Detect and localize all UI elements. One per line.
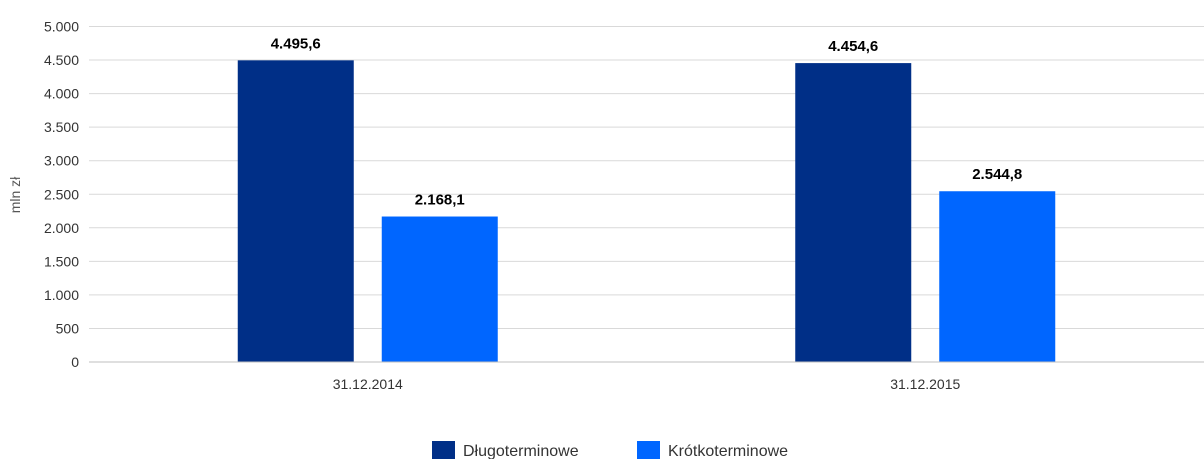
data-label: 2.168,1 — [415, 192, 465, 209]
y-tick-label: 1.500 — [44, 253, 79, 269]
legend: Długoterminowe Krótkoterminowe — [432, 441, 788, 459]
x-category-label: 31.12.2015 — [890, 376, 960, 392]
y-tick-label: 0 — [71, 354, 79, 370]
y-tick-label: 4.500 — [44, 52, 79, 68]
x-category-label: 31.12.2014 — [333, 376, 403, 392]
bar-krotkoterminowe — [939, 191, 1056, 362]
data-label: 2.544,8 — [972, 166, 1022, 183]
legend-label: Długoterminowe — [463, 443, 579, 459]
legend-label: Krótkoterminowe — [668, 443, 788, 459]
x-axis-categories: 31.12.2014 31.12.2015 — [333, 376, 961, 392]
y-tick-label: 2.500 — [44, 186, 79, 202]
y-axis-ticks: 0 500 1.000 1.500 2.000 2.500 3.000 3.500 4.000 4… — [44, 19, 79, 371]
data-label: 4.495,6 — [271, 35, 321, 52]
y-tick-label: 3.500 — [44, 119, 79, 135]
y-tick-label: 4.000 — [44, 86, 79, 102]
legend-swatch — [432, 441, 455, 459]
data-labels: 4.495,6 2.168,1 4.454,6 2.544,8 — [271, 35, 1023, 208]
y-tick-label: 5.000 — [44, 19, 79, 35]
y-tick-label: 3.000 — [44, 153, 79, 169]
legend-swatch — [637, 441, 660, 459]
bar-dlugoterminowe — [237, 60, 354, 362]
y-tick-label: 500 — [56, 320, 80, 336]
y-tick-label: 1.000 — [44, 287, 79, 303]
bars — [237, 60, 1056, 362]
y-tick-label: 2.000 — [44, 220, 79, 236]
bar-dlugoterminowe — [795, 63, 912, 362]
bar-krotkoterminowe — [381, 216, 498, 362]
y-axis-title: mln zł — [7, 176, 23, 213]
data-label: 4.454,6 — [828, 38, 878, 55]
